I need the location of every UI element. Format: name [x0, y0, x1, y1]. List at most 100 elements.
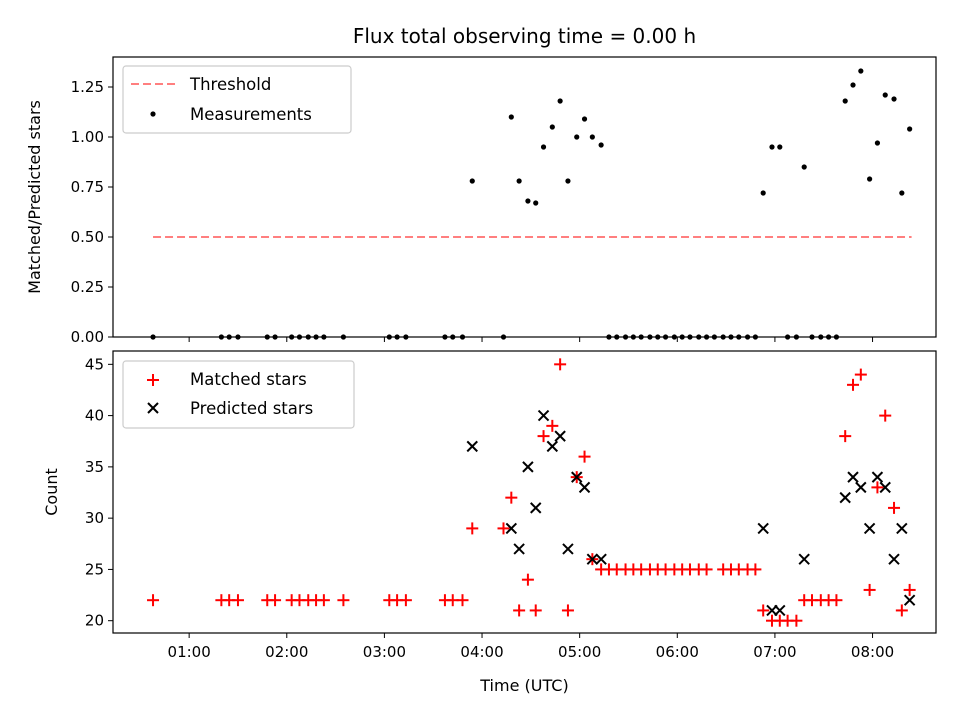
measurement-point: [899, 190, 905, 196]
measurement-point: [508, 114, 514, 120]
predicted-star-point: [586, 553, 599, 565]
top-axis-ticks: 0.00 0.25 0.50 0.75 1.00 1.25: [71, 78, 874, 346]
top-y-tick-label: 0.75: [71, 178, 104, 196]
bottom-y-tick-label: 25: [85, 560, 104, 578]
top-panel: 0.00 0.25 0.50 0.75 1.00 1.25 Matched/Predict…: [25, 56, 937, 346]
legend-measurements-swatch: [150, 111, 156, 117]
matched-star-point: [854, 368, 867, 381]
bottom-x-tick-label: 07:00: [753, 643, 796, 661]
measurement-point: [581, 116, 588, 122]
predicted-star-point: [774, 604, 786, 617]
matched-star-point: [790, 614, 803, 627]
predicted-star-point: [871, 471, 884, 483]
measurement-point: [589, 134, 595, 140]
matched-star-point: [529, 604, 542, 617]
measurement-point: [760, 190, 766, 196]
top-axes-frame: [112, 56, 937, 338]
predicted-star-point: [757, 522, 769, 535]
bottom-x-tick-label: 08:00: [851, 643, 894, 661]
bottom-plot-area: [147, 358, 916, 627]
matched-star-point: [456, 594, 469, 607]
measurement-point: [516, 178, 522, 184]
top-y-tick-label: 1.25: [71, 78, 104, 96]
predicted-star-point: [855, 481, 867, 494]
measurement-point: [557, 98, 563, 104]
top-legend: Threshold Measurements: [122, 65, 352, 134]
matched-star-point: [863, 583, 876, 596]
bottom-legend: Matched stars Predicted stars: [122, 360, 355, 429]
measurement-point: [867, 176, 873, 182]
legend-measurements-label: Measurements: [190, 105, 312, 124]
measurement-point: [769, 144, 775, 150]
predicted-star-point: [537, 409, 550, 422]
predicted-star-point: [546, 440, 559, 453]
bottom-panel: 20 25 30 35 40 45 01:00 02:00 03:00 04:00 05:00 06:…: [42, 350, 937, 695]
matched-star-point: [317, 594, 330, 607]
bottom-y-tick-label: 30: [85, 509, 104, 527]
predicted-star-point: [466, 440, 478, 453]
matched-star-point: [231, 594, 244, 607]
x-axis-label: Time (UTC): [479, 676, 568, 695]
predicted-star-point: [879, 481, 891, 494]
bottom-x-tick-label: 01:00: [168, 643, 211, 661]
matched-star-point: [466, 522, 479, 535]
predicted-star-point: [863, 522, 876, 535]
matched-star-point: [147, 594, 160, 607]
matched-star-point: [895, 604, 908, 617]
matched-star-point: [521, 573, 534, 586]
legend-predicted-label: Predicted stars: [190, 399, 313, 418]
legend-matched-swatch: [147, 374, 159, 386]
matched-star-point: [847, 378, 860, 391]
measurement-point: [842, 98, 848, 104]
measurement-point: [565, 178, 571, 184]
matched-star-point: [700, 563, 713, 576]
predicted-star-point: [896, 522, 908, 535]
top-y-axis-label: Matched/Predicted stars: [25, 100, 44, 294]
predicted-star-point: [888, 553, 900, 565]
bottom-y-tick-label: 35: [85, 458, 104, 476]
measurement-point: [598, 142, 604, 148]
measurement-point: [907, 126, 913, 132]
bottom-legend-box: [122, 360, 355, 429]
matched-star-point: [578, 450, 591, 463]
predicted-star-point: [571, 471, 583, 483]
matched-star-point: [399, 594, 412, 607]
measurement-point: [574, 134, 580, 140]
matched-star-point: [561, 604, 574, 617]
matched-star-point: [888, 501, 901, 514]
matched-star-point: [830, 594, 843, 607]
matched-star-point: [505, 491, 518, 504]
measurement-point: [850, 82, 856, 88]
top-y-tick-label: 0.50: [71, 228, 104, 246]
predicted-star-point: [522, 461, 534, 473]
legend-predicted-swatch: [147, 402, 159, 414]
predicted-star-point: [562, 543, 574, 555]
predicted-star-point: [530, 502, 542, 514]
predicted-star-point: [554, 430, 566, 442]
chart-title: Flux total observing time = 0.00 h: [353, 24, 696, 48]
predicted-star-point: [798, 553, 810, 565]
matched-star-point: [839, 430, 852, 443]
legend-matched-label: Matched stars: [190, 370, 307, 389]
matched-star-point: [757, 604, 770, 617]
predicted-star-point: [578, 481, 591, 494]
legend-threshold-label: Threshold: [189, 75, 271, 94]
measurement-point: [777, 144, 783, 150]
predicted-star-point: [903, 594, 916, 606]
predicted-star-point: [839, 491, 851, 504]
matched-star-point: [554, 358, 567, 371]
matched-star-point: [903, 583, 916, 596]
bottom-y-axis-label: Count: [42, 468, 61, 516]
bottom-x-tick-label: 06:00: [656, 643, 699, 661]
top-y-tick-label: 0.00: [71, 328, 104, 346]
predicted-star-point: [595, 553, 607, 565]
top-legend-box: [122, 65, 352, 134]
top-y-tick-label: 1.00: [71, 128, 104, 146]
matched-star-point: [879, 409, 892, 422]
matched-star-point: [546, 419, 559, 432]
measurement-point: [874, 140, 881, 146]
measurement-point: [525, 198, 531, 204]
bottom-axes-frame: [112, 350, 937, 634]
top-y-tick-label: 0.25: [71, 278, 104, 296]
